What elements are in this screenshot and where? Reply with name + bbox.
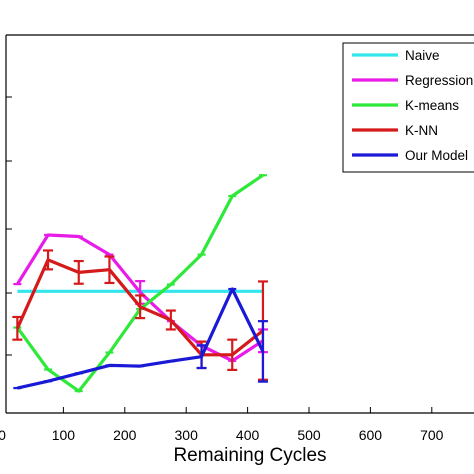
x-tick-label: 300: [175, 427, 199, 443]
x-tick-label: 600: [359, 427, 383, 443]
x-tick-label: 700: [420, 427, 444, 443]
series-layer: [12, 173, 268, 393]
legend: Naive Regression K-means K-NN Our Model: [342, 42, 474, 173]
legend-label: Naive: [405, 48, 440, 63]
x-tick-label: 100: [52, 427, 76, 443]
legend-label: K-means: [405, 98, 459, 113]
x-tick-label: 500: [297, 427, 321, 443]
ticks-layer: 0 100 200 300 400 500 600 700: [0, 96, 444, 443]
x-tick-label: 0: [0, 427, 6, 443]
legend-label: Regression: [405, 73, 473, 88]
legend-label: K-NN: [405, 123, 438, 138]
series-our-model: [13, 287, 268, 390]
x-tick-label: 400: [236, 427, 260, 443]
x-tick-label: 200: [113, 427, 137, 443]
legend-box: [342, 42, 474, 173]
legend-label: Our Model: [405, 148, 468, 163]
axes-layer: [5, 34, 474, 414]
x-axis-title: Remaining Cycles: [173, 445, 326, 466]
